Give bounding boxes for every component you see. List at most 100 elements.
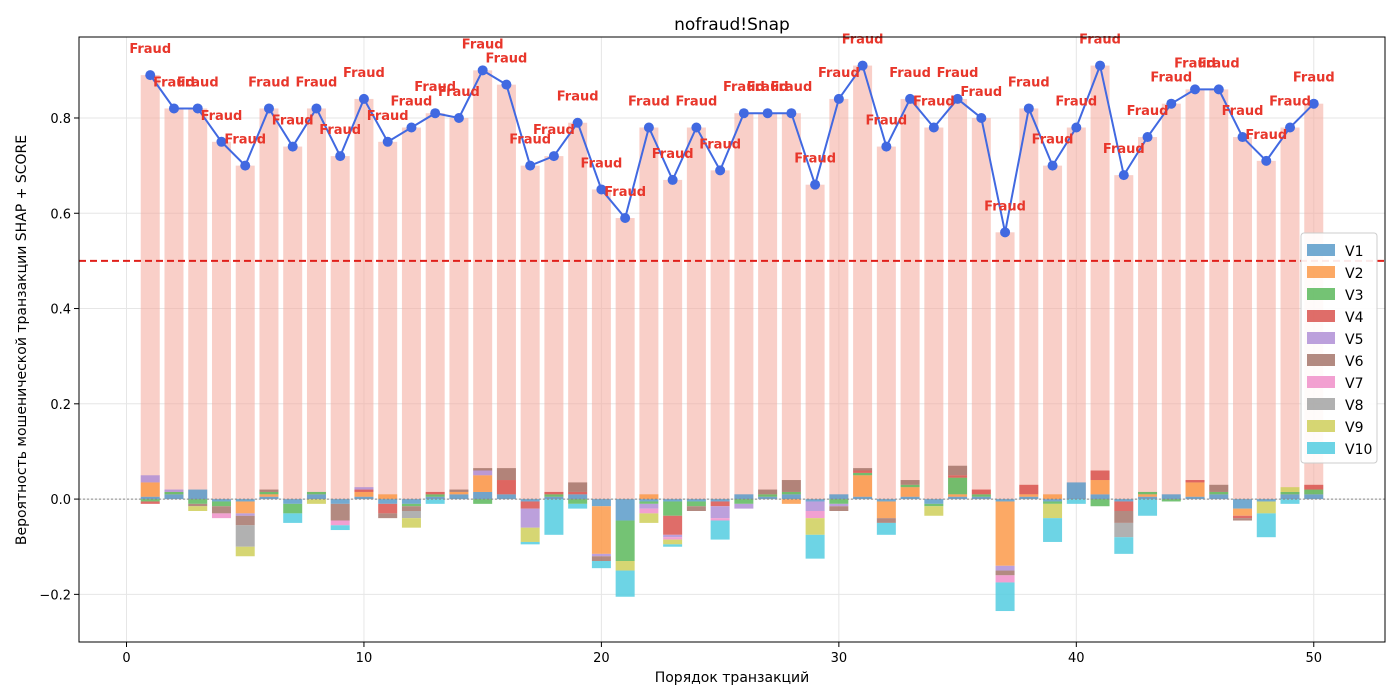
shap-segment [1304, 484, 1324, 490]
shap-segment [1185, 496, 1205, 500]
x-tick-label: 20 [593, 651, 610, 666]
shap-segment [544, 494, 564, 497]
shap-segment [1043, 499, 1063, 502]
shap-segment [473, 475, 493, 492]
shap-segment [686, 506, 706, 511]
score-point [857, 60, 868, 71]
shap-segment [710, 506, 730, 519]
legend-swatch [1307, 332, 1335, 344]
shap-segment [520, 499, 540, 502]
shap-segment [639, 508, 659, 514]
shap-segment [948, 477, 968, 495]
x-axis: 0 10 20 30 40 50 [122, 642, 1322, 666]
shap-segment [853, 468, 873, 471]
shap-segment [1138, 494, 1158, 497]
legend-entry: V6 [1345, 354, 1364, 370]
shap-segment [140, 496, 160, 500]
shap-segment [401, 499, 421, 504]
shap-segment [805, 501, 825, 511]
shap-segment [378, 494, 398, 500]
shap-segment [378, 513, 398, 519]
score-point [928, 122, 939, 133]
shap-segment [473, 470, 493, 476]
shap-segment [900, 480, 920, 485]
shap-segment [188, 499, 208, 504]
shap-segment [971, 494, 991, 497]
score-point [1261, 155, 1272, 166]
shap-segment [758, 494, 778, 497]
score-bar [1233, 137, 1253, 500]
fraud-label: Fraud [533, 123, 575, 138]
shap-segment [235, 515, 255, 526]
score-point [786, 108, 797, 119]
score-point [501, 79, 512, 90]
score-bar [663, 179, 683, 500]
shap-segment [1043, 503, 1063, 519]
shap-segment [876, 501, 896, 519]
shap-segment [211, 506, 231, 514]
shap-segment [211, 499, 231, 502]
shap-segment [591, 506, 611, 554]
shap-segment [1161, 499, 1181, 502]
shap-segment [1114, 522, 1134, 538]
score-bar [900, 98, 920, 500]
legend-entry: V4 [1345, 310, 1364, 326]
fraud-label: Fraud [1055, 95, 1097, 110]
score-bar [1185, 89, 1205, 500]
score-bar [734, 113, 754, 500]
shap-segment [805, 534, 825, 559]
fraud-labels: FraudFraudFraudFraudFraudFraudFraudFraud… [129, 33, 1334, 215]
legend-swatch [1307, 310, 1335, 322]
legend-swatch [1307, 442, 1335, 454]
shap-segment [1066, 482, 1086, 500]
score-point [667, 174, 678, 185]
x-tick-label: 50 [1305, 651, 1322, 666]
shap-segment [924, 503, 944, 507]
shap-segment [734, 494, 754, 500]
shap-segment [1090, 480, 1110, 495]
score-bar [449, 117, 469, 500]
score-bar [330, 156, 350, 500]
shap-segment [615, 561, 635, 571]
shap-segment [449, 494, 469, 500]
shap-segment [1304, 489, 1324, 495]
shap-segment [900, 487, 920, 497]
score-bar [1114, 175, 1134, 500]
shap-segment [473, 491, 493, 500]
fraud-label: Fraud [272, 114, 314, 129]
shap-segment [544, 491, 564, 495]
shap-segment [853, 472, 873, 476]
score-bar [1043, 165, 1063, 500]
shap-segment [995, 570, 1015, 576]
shap-segment [591, 561, 611, 569]
shap-segment [853, 475, 873, 497]
score-point [240, 160, 251, 171]
score-point [643, 122, 654, 133]
shap-segment [663, 544, 683, 547]
shap-segment [544, 499, 564, 535]
score-bar [568, 122, 588, 500]
shap-segment [1209, 494, 1229, 500]
shap-segment [473, 499, 493, 504]
score-point [145, 70, 156, 81]
score-point [1142, 132, 1153, 143]
shap-segment [568, 494, 588, 500]
score-bar [188, 108, 208, 500]
shap-segment [235, 525, 255, 547]
score-bar [924, 127, 944, 500]
shap-segment [568, 503, 588, 509]
score-bar [710, 170, 730, 500]
fraud-label: Fraud [604, 185, 646, 200]
shap-segment [1256, 499, 1276, 502]
shap-segment [1233, 515, 1253, 519]
fraud-label: Fraud [224, 133, 266, 148]
fraud-label: Fraud [699, 137, 741, 152]
shap-segment [425, 491, 445, 495]
fraud-label: Fraud [628, 95, 670, 110]
score-bar [401, 127, 421, 500]
score-bar [971, 117, 991, 500]
shap-segment [1114, 537, 1134, 554]
legend-swatch [1307, 398, 1335, 410]
shap-segment [354, 489, 374, 492]
legend-entry: V7 [1345, 376, 1363, 392]
